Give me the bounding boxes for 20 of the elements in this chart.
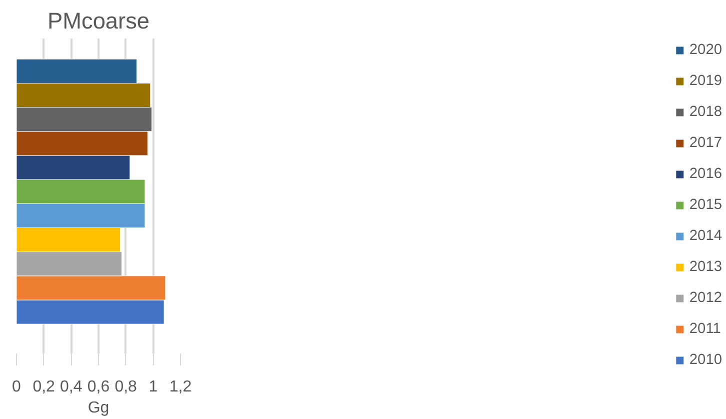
legend-label: 2019	[689, 73, 722, 89]
legend-label: 2012	[689, 290, 722, 306]
chart-title: PMcoarse	[48, 8, 150, 34]
legend-label: 2013	[689, 259, 722, 275]
legend-label: 2011	[689, 321, 721, 337]
x-tick-label: 0,2	[32, 378, 56, 396]
legend-label: 2020	[689, 42, 722, 58]
legend-label: 2010	[689, 352, 722, 368]
x-axis-title: Gg	[88, 400, 110, 416]
legend-label: 2014	[689, 228, 722, 244]
legend-label: 2015	[689, 197, 722, 213]
x-tick-label: 0,4	[60, 378, 82, 396]
legend-label: 2017	[689, 135, 722, 151]
x-tick-label: 1	[148, 378, 158, 396]
legend-label: 2018	[689, 104, 722, 120]
x-tick-label: 0	[12, 378, 22, 396]
legend-label: 2016	[689, 166, 722, 182]
x-tick-label: 0,6	[87, 378, 110, 396]
x-tick-label: 1,2	[169, 378, 192, 396]
x-tick-label: 0,8	[114, 378, 138, 396]
